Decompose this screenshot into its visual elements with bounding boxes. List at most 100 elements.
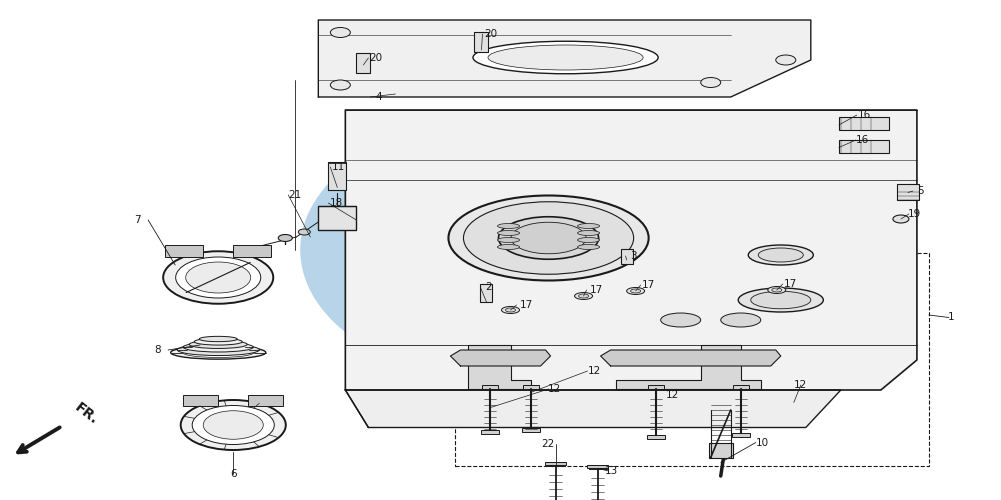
Ellipse shape bbox=[893, 215, 909, 223]
Bar bbox=[522, 428, 540, 432]
Text: 13: 13 bbox=[605, 466, 619, 476]
Polygon shape bbox=[450, 350, 551, 366]
Text: FR.: FR. bbox=[72, 400, 101, 427]
Bar bbox=[474, 32, 488, 52]
Circle shape bbox=[298, 229, 310, 235]
Ellipse shape bbox=[163, 251, 273, 304]
Bar bbox=[482, 384, 498, 389]
Text: 21: 21 bbox=[288, 190, 302, 200]
Ellipse shape bbox=[203, 411, 263, 440]
Text: 17: 17 bbox=[784, 279, 798, 289]
Text: Honda: Honda bbox=[480, 235, 521, 245]
Ellipse shape bbox=[578, 230, 600, 235]
Ellipse shape bbox=[194, 338, 242, 345]
Ellipse shape bbox=[180, 400, 286, 450]
Ellipse shape bbox=[182, 348, 254, 358]
Text: 18: 18 bbox=[329, 198, 343, 208]
Polygon shape bbox=[345, 110, 917, 390]
Ellipse shape bbox=[177, 344, 259, 356]
Ellipse shape bbox=[578, 244, 600, 250]
Bar bbox=[589, 465, 607, 469]
Ellipse shape bbox=[489, 196, 512, 203]
Text: 5: 5 bbox=[918, 186, 924, 196]
Bar bbox=[839, 140, 889, 152]
Ellipse shape bbox=[759, 248, 803, 262]
Ellipse shape bbox=[189, 340, 247, 348]
Ellipse shape bbox=[192, 406, 274, 444]
Text: 6: 6 bbox=[230, 469, 236, 479]
Bar bbox=[547, 462, 565, 466]
Text: 2: 2 bbox=[485, 282, 491, 292]
Text: 16: 16 bbox=[856, 135, 870, 145]
Bar bbox=[732, 432, 750, 436]
Ellipse shape bbox=[300, 120, 701, 380]
Bar bbox=[328, 162, 346, 190]
Ellipse shape bbox=[489, 296, 512, 304]
Bar bbox=[709, 442, 733, 458]
Ellipse shape bbox=[199, 336, 237, 342]
Ellipse shape bbox=[553, 270, 570, 280]
Ellipse shape bbox=[176, 257, 260, 298]
Ellipse shape bbox=[431, 220, 448, 230]
Text: 3: 3 bbox=[631, 251, 637, 261]
Text: 17: 17 bbox=[590, 285, 604, 295]
Ellipse shape bbox=[186, 262, 250, 293]
Ellipse shape bbox=[455, 202, 475, 211]
Text: Motorcycle: Motorcycle bbox=[477, 256, 524, 264]
Ellipse shape bbox=[506, 308, 516, 312]
Bar bbox=[233, 244, 271, 256]
Text: 8: 8 bbox=[154, 345, 160, 355]
Bar bbox=[480, 284, 492, 302]
Bar bbox=[481, 430, 499, 434]
Bar bbox=[248, 395, 283, 406]
Bar bbox=[897, 184, 919, 200]
Text: 17: 17 bbox=[642, 280, 656, 290]
Ellipse shape bbox=[423, 244, 437, 256]
Text: 12: 12 bbox=[794, 380, 808, 390]
Ellipse shape bbox=[497, 238, 520, 242]
Bar bbox=[545, 462, 567, 464]
Circle shape bbox=[278, 234, 292, 242]
Text: 10: 10 bbox=[756, 438, 770, 448]
Text: 19: 19 bbox=[908, 209, 922, 219]
Polygon shape bbox=[616, 345, 761, 389]
Circle shape bbox=[330, 28, 350, 38]
Ellipse shape bbox=[526, 289, 546, 298]
Ellipse shape bbox=[631, 289, 641, 293]
Ellipse shape bbox=[721, 313, 761, 327]
Ellipse shape bbox=[738, 288, 824, 312]
Bar bbox=[733, 384, 749, 389]
Ellipse shape bbox=[502, 306, 520, 314]
Ellipse shape bbox=[768, 286, 786, 294]
Text: 7: 7 bbox=[134, 215, 140, 225]
Circle shape bbox=[776, 55, 796, 65]
Bar bbox=[839, 117, 889, 130]
Text: 17: 17 bbox=[520, 300, 534, 310]
Ellipse shape bbox=[463, 202, 634, 274]
Circle shape bbox=[445, 222, 556, 278]
Bar bbox=[648, 384, 664, 389]
Ellipse shape bbox=[497, 224, 520, 228]
Ellipse shape bbox=[564, 244, 578, 256]
Ellipse shape bbox=[575, 292, 593, 300]
Text: 12: 12 bbox=[548, 384, 562, 394]
Bar bbox=[183, 395, 218, 406]
Ellipse shape bbox=[183, 342, 253, 352]
Ellipse shape bbox=[578, 238, 600, 242]
Ellipse shape bbox=[472, 42, 658, 74]
Text: 1: 1 bbox=[948, 312, 954, 322]
Ellipse shape bbox=[497, 230, 520, 235]
Text: 16: 16 bbox=[858, 110, 872, 120]
Ellipse shape bbox=[448, 196, 649, 280]
Circle shape bbox=[330, 80, 350, 90]
Bar bbox=[165, 244, 203, 256]
Ellipse shape bbox=[497, 244, 520, 250]
Ellipse shape bbox=[511, 222, 587, 254]
Polygon shape bbox=[318, 20, 811, 97]
Circle shape bbox=[701, 78, 721, 88]
Ellipse shape bbox=[578, 224, 600, 228]
Polygon shape bbox=[345, 390, 841, 428]
Ellipse shape bbox=[300, 120, 701, 380]
Text: 11: 11 bbox=[331, 162, 345, 172]
Text: 12: 12 bbox=[588, 366, 602, 376]
